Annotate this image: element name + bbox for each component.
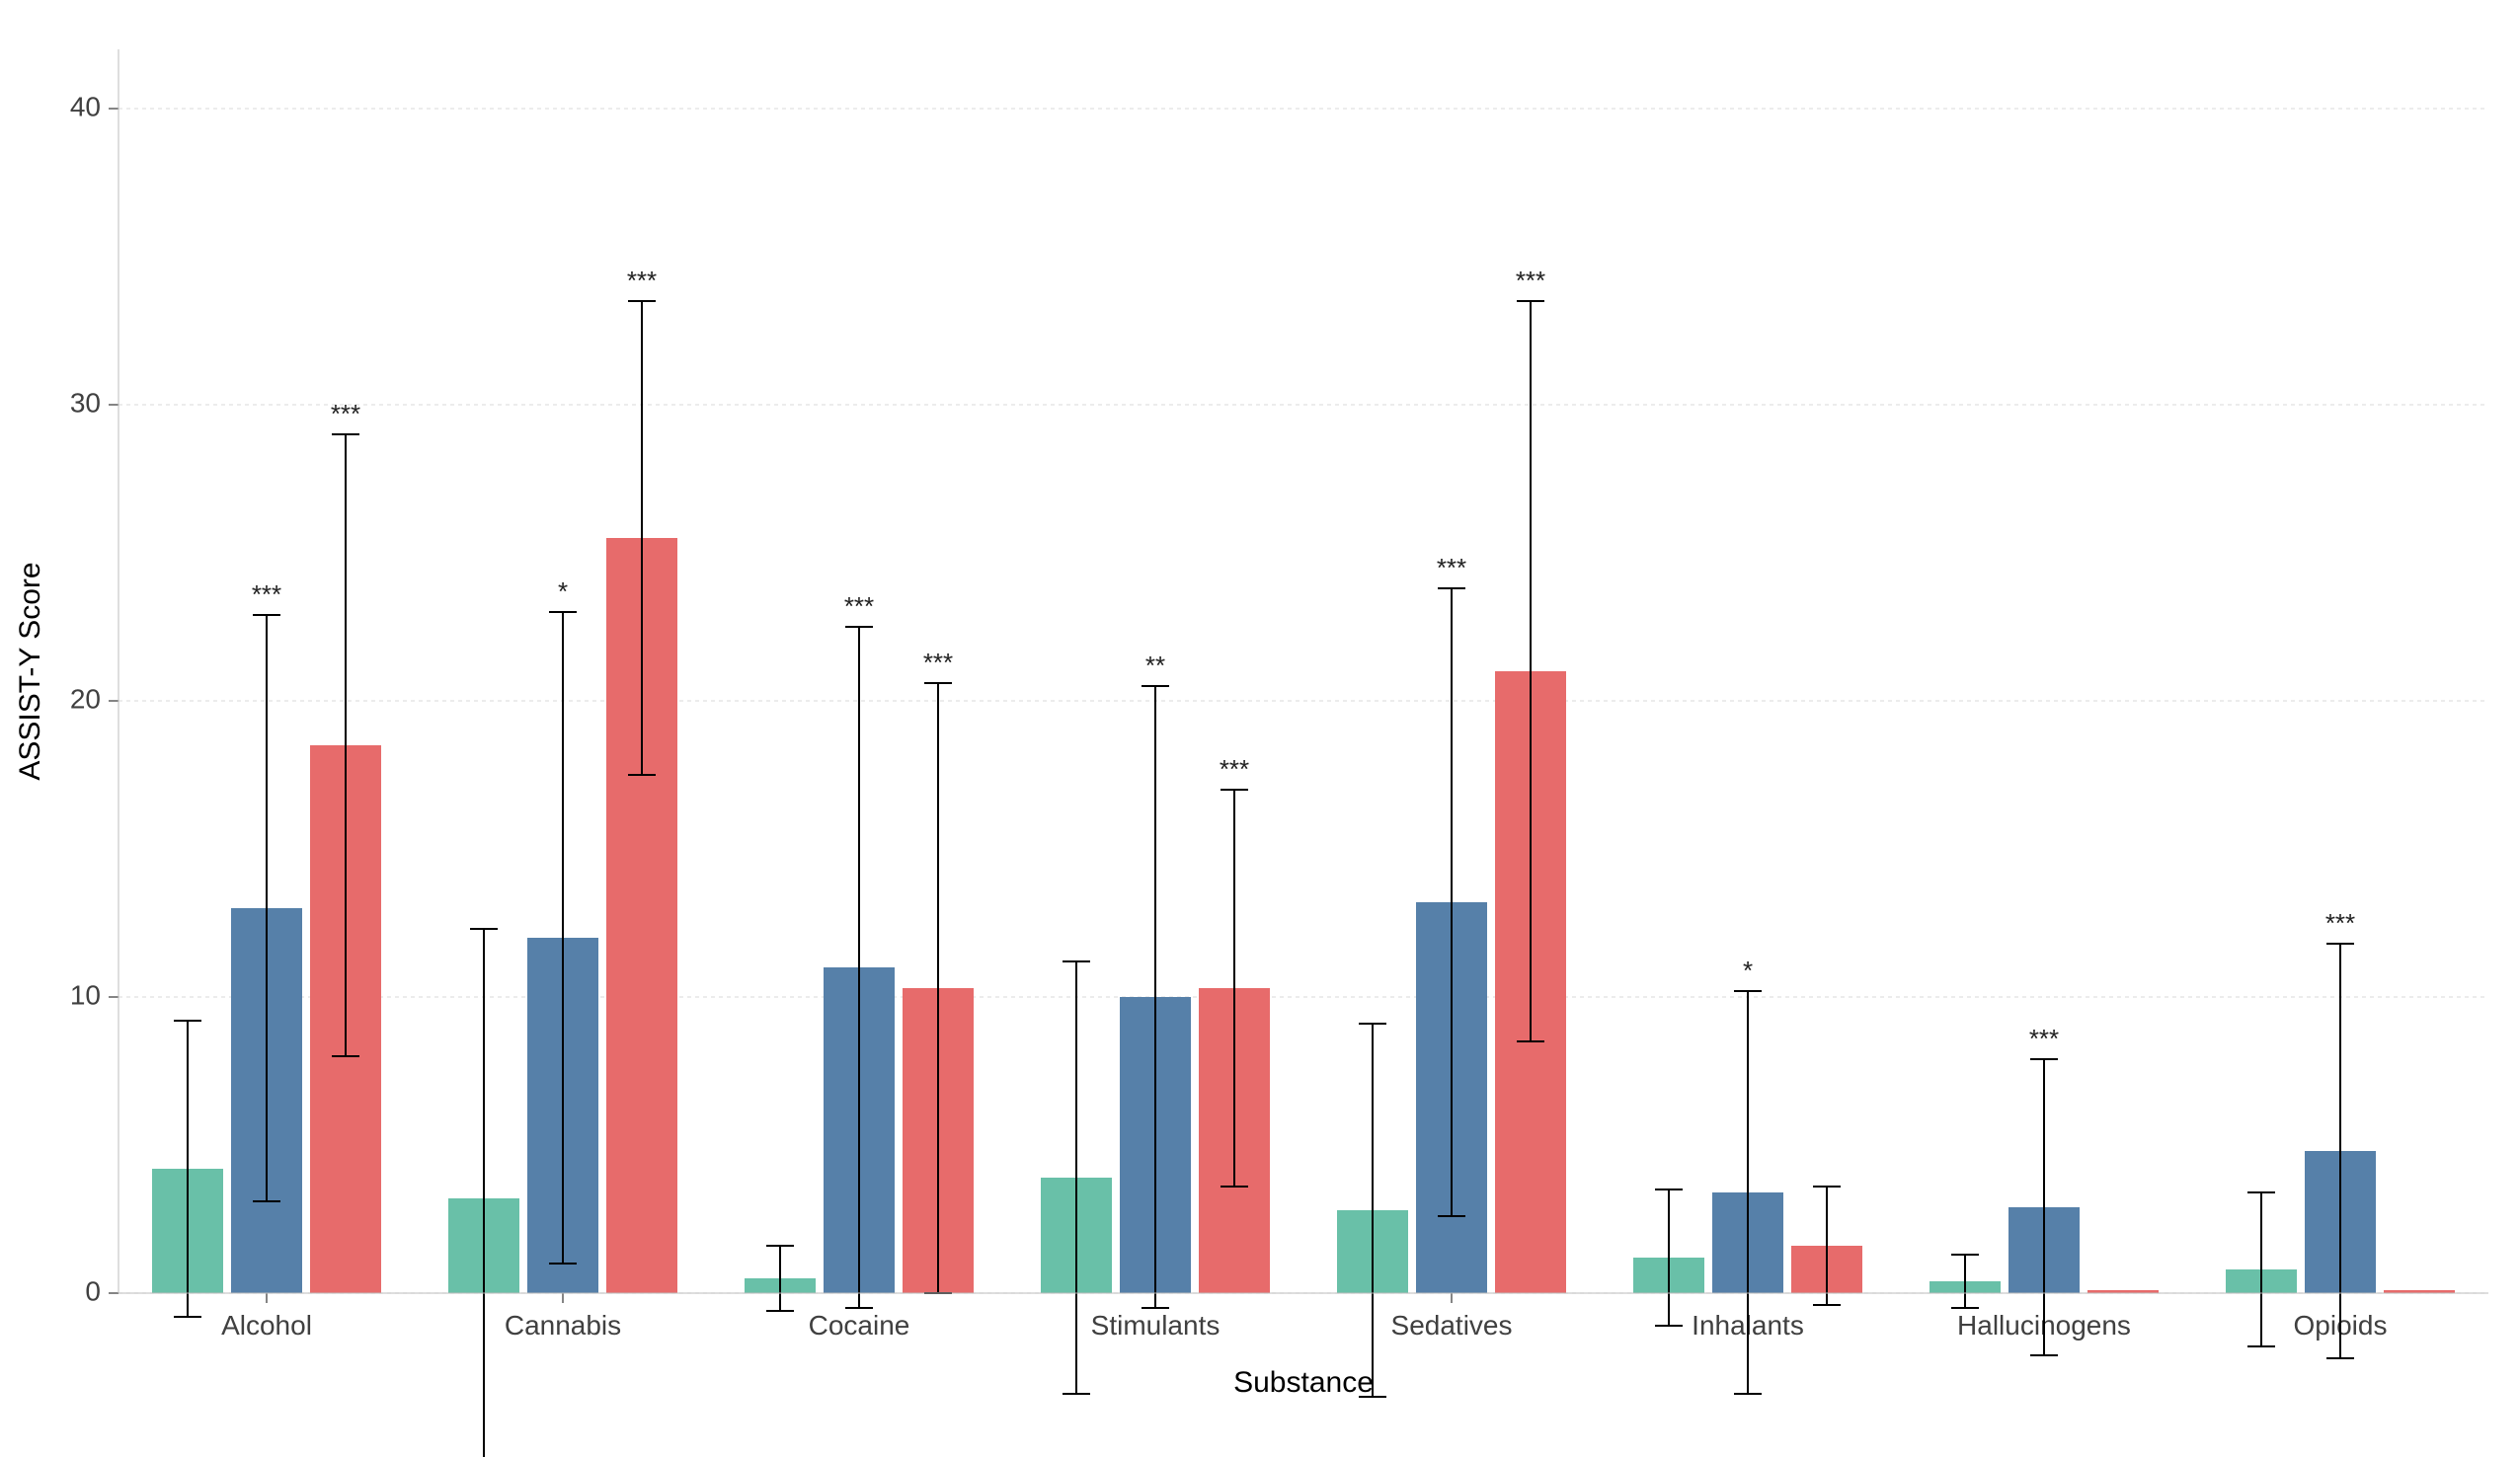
significance-label: *: [1743, 956, 1753, 985]
y-tick-label: 0: [85, 1275, 101, 1306]
significance-label: ***: [331, 399, 360, 428]
y-tick-label: 10: [70, 979, 101, 1010]
x-tick-label: Cannabis: [505, 1310, 621, 1341]
significance-label: *: [558, 576, 568, 606]
significance-label: ***: [923, 648, 953, 677]
significance-label: ***: [1516, 266, 1545, 295]
significance-label: ***: [1220, 754, 1249, 784]
chart-container: 010203040Alcohol******Cannabis****Cocain…: [0, 0, 2520, 1457]
bar-chart: 010203040Alcohol******Cannabis****Cocain…: [0, 0, 2520, 1457]
y-tick-label: 30: [70, 387, 101, 418]
significance-label: ***: [844, 591, 874, 621]
significance-label: ***: [252, 579, 281, 609]
x-tick-label: Sedatives: [1391, 1310, 1513, 1341]
significance-label: ***: [627, 266, 657, 295]
y-tick-label: 40: [70, 91, 101, 121]
significance-label: ***: [1437, 553, 1466, 582]
x-axis-title: Substance: [1233, 1366, 1374, 1399]
significance-label: **: [1145, 651, 1165, 680]
x-tick-label: Alcohol: [221, 1310, 312, 1341]
y-axis-title: ASSIST-Y Score: [14, 562, 46, 780]
significance-label: ***: [2029, 1024, 2059, 1053]
x-tick-label: Stimulants: [1091, 1310, 1221, 1341]
y-tick-label: 20: [70, 683, 101, 714]
x-tick-label: Cocaine: [809, 1310, 910, 1341]
significance-label: ***: [2325, 908, 2355, 938]
